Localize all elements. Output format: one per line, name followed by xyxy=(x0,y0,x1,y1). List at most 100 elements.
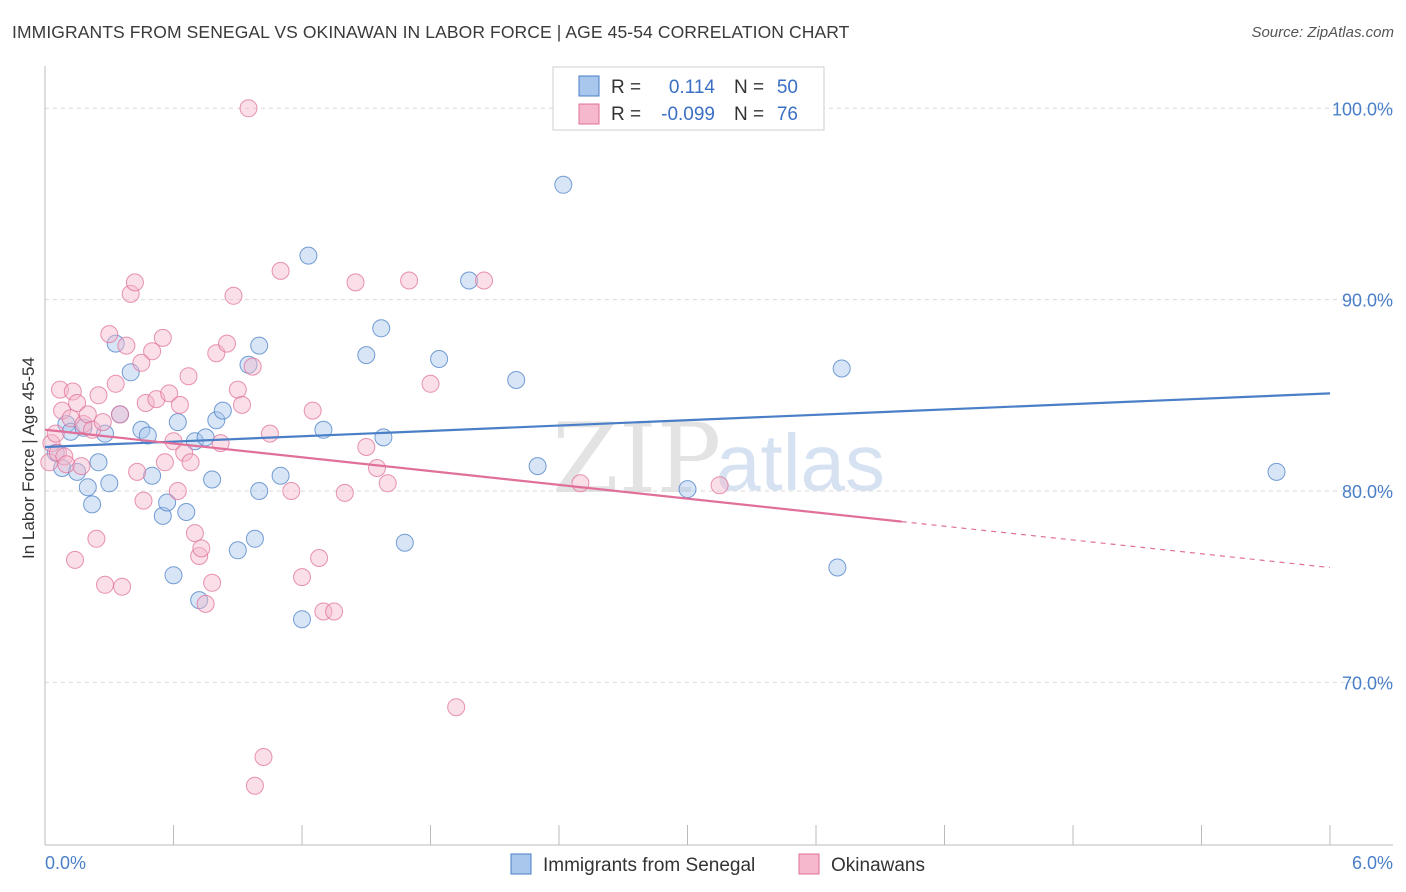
okinawan-point-42 xyxy=(239,99,258,118)
x-tick-label-max: 6.0% xyxy=(1352,853,1393,873)
senegal-point-23 xyxy=(207,411,226,430)
okinawan-point-55 xyxy=(378,474,397,493)
series-legend-label-senegal: Immigrants from Senegal xyxy=(543,855,755,876)
okinawan-point-15 xyxy=(89,386,108,405)
y-tick-label-2: 80.0% xyxy=(1342,482,1393,502)
okinawan-point-7 xyxy=(57,455,76,474)
okinawan-point-26 xyxy=(143,342,162,361)
okinawan-point-54 xyxy=(368,459,386,477)
okinawan-point-29 xyxy=(160,384,179,403)
y-tick-label-0: 100.0% xyxy=(1332,99,1393,119)
okinawan-point-73 xyxy=(87,529,106,548)
okinawan-trend-line-extension xyxy=(901,521,1331,569)
source-credit: Source: ZipAtlas.com xyxy=(1251,24,1394,41)
senegal-point-14 xyxy=(143,466,162,485)
okinawan-point-6 xyxy=(55,447,74,466)
stats-legend: R = 0.114 N = 50 R = -0.099 N = 76 xyxy=(552,66,825,131)
legend-n-value-2: 76 xyxy=(777,104,798,125)
senegal-point-40 xyxy=(554,175,573,194)
legend-r-value-2: -0.099 xyxy=(661,104,715,125)
senegal-point-35 xyxy=(395,533,414,552)
okinawan-point-50 xyxy=(325,602,344,621)
senegal-point-39 xyxy=(528,457,547,476)
okinawan-point-2 xyxy=(46,424,65,443)
senegal-point-17 xyxy=(164,566,183,585)
senegal-point-24 xyxy=(213,401,232,420)
okinawan-point-37 xyxy=(203,573,222,592)
senegal-point-29 xyxy=(271,466,290,485)
okinawan-point-62 xyxy=(113,577,132,596)
y-tick-labels: 100.0% 90.0% 80.0% 70.0% xyxy=(1332,99,1393,693)
okinawan-point-18 xyxy=(100,325,119,344)
senegal-point-49 xyxy=(314,420,333,439)
okinawan-point-23 xyxy=(125,273,144,292)
okinawan-point-51 xyxy=(335,483,354,502)
x-tick-label-min: 0.0% xyxy=(45,853,86,873)
okinawan-point-49 xyxy=(314,602,333,621)
okinawan-point-12 xyxy=(74,415,93,433)
watermark-atlas: atlas xyxy=(716,418,885,507)
okinawan-point-46 xyxy=(282,482,301,500)
data-points xyxy=(40,99,1286,795)
legend-n-label-1: N = xyxy=(734,77,764,98)
senegal-point-33 xyxy=(372,319,391,338)
okinawan-point-20 xyxy=(111,405,129,424)
senegal-point-22 xyxy=(203,470,222,489)
senegal-point-16 xyxy=(158,493,177,512)
okinawan-point-22 xyxy=(121,284,140,303)
okinawan-point-44 xyxy=(254,748,273,766)
legend-n-value-1: 50 xyxy=(777,77,798,98)
okinawan-point-19 xyxy=(106,374,125,393)
okinawan-trend-line xyxy=(44,428,902,523)
okinawan-point-60 xyxy=(571,474,590,493)
okinawan-point-61 xyxy=(710,476,729,495)
okinawan-point-43 xyxy=(245,776,264,795)
legend-n-label-2: N = xyxy=(734,104,764,125)
senegal-point-43 xyxy=(832,359,851,378)
okinawan-point-16 xyxy=(93,413,112,432)
okinawan-point-47 xyxy=(293,568,311,587)
okinawan-point-21 xyxy=(117,336,136,355)
chart-title: IMMIGRANTS FROM SENEGAL VS OKINAWAN IN L… xyxy=(12,22,850,42)
okinawan-point-9 xyxy=(63,382,82,401)
okinawan-point-57 xyxy=(421,374,440,393)
okinawan-point-28 xyxy=(153,328,172,347)
series-legend-label-okinawans: Okinawans xyxy=(831,855,925,876)
okinawan-point-39 xyxy=(218,334,236,353)
okinawan-point-69 xyxy=(233,395,251,414)
series-legend-swatch-senegal xyxy=(510,853,532,875)
senegal-point-6 xyxy=(78,478,97,497)
okinawan-point-11 xyxy=(72,457,91,476)
senegal-point-19 xyxy=(177,503,196,521)
okinawan-point-58 xyxy=(447,698,466,717)
senegal-point-18 xyxy=(168,413,187,432)
senegal-point-48 xyxy=(250,482,269,500)
okinawan-point-71 xyxy=(260,424,279,443)
series-legend-swatch-okinawans xyxy=(798,853,820,875)
okinawan-point-65 xyxy=(170,395,189,414)
okinawan-point-34 xyxy=(185,524,204,543)
okinawan-point-67 xyxy=(192,539,211,558)
legend-r-label-1: R = xyxy=(611,77,641,98)
okinawan-point-75 xyxy=(134,491,153,510)
senegal-point-27 xyxy=(245,529,264,548)
okinawan-point-70 xyxy=(243,357,262,376)
okinawan-point-36 xyxy=(196,594,215,613)
senegal-point-47 xyxy=(196,428,215,447)
senegal-point-36 xyxy=(430,350,449,368)
okinawan-point-66 xyxy=(179,367,198,386)
legend-swatch-pink xyxy=(578,103,600,125)
legend-swatch-blue xyxy=(578,75,600,97)
legend-r-value-1: 0.114 xyxy=(669,77,716,98)
senegal-point-34 xyxy=(374,428,393,447)
senegal-point-28 xyxy=(250,336,269,355)
okinawan-point-31 xyxy=(168,482,187,500)
okinawan-point-45 xyxy=(271,261,290,280)
okinawan-point-40 xyxy=(224,286,243,305)
senegal-point-41 xyxy=(678,480,697,499)
senegal-point-38 xyxy=(507,371,526,389)
senegal-point-42 xyxy=(828,558,847,577)
senegal-point-9 xyxy=(100,474,119,493)
okinawan-point-17 xyxy=(96,575,114,594)
y-tick-label-1: 90.0% xyxy=(1342,291,1393,311)
